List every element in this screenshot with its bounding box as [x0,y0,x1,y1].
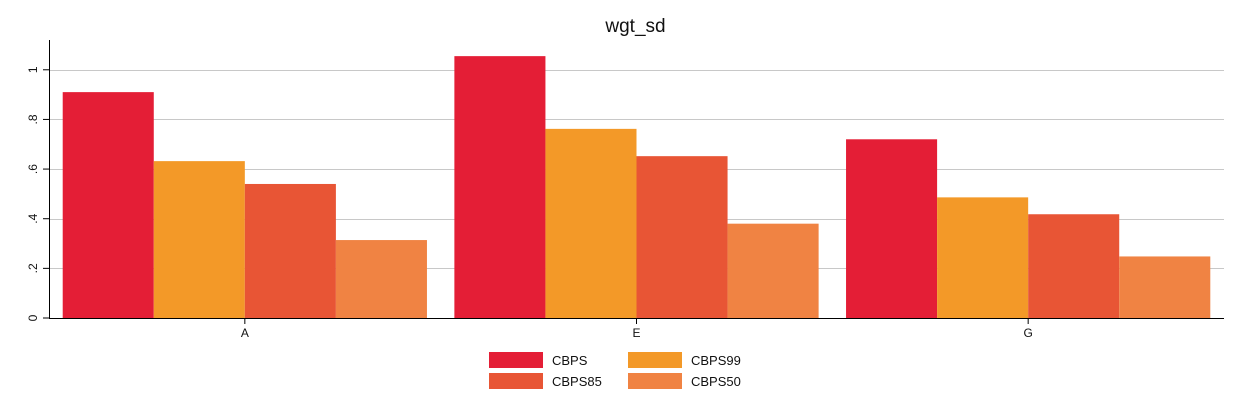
legend-swatch-cbps85 [489,373,543,389]
y-tick-label-4: .8 [26,114,40,124]
legend-label-cbps50: CBPS50 [691,373,741,389]
bar-cbps99-a [153,161,245,318]
legend: CBPS CBPS99 CBPS85 CBPS50 [489,350,809,392]
bar-cbps50-a [335,240,427,318]
bar-cbps99-e [545,128,637,318]
legend-label-cbps85: CBPS85 [552,373,602,389]
x-tick-label-e: E [632,326,640,340]
legend-item-cbps: CBPS [489,352,587,368]
legend-swatch-cbps99 [628,352,682,368]
y-tick-label-5: 1 [26,66,40,73]
legend-swatch-cbps [489,352,543,368]
bar-cbps50-g [1119,256,1211,318]
bar-cbps85-a [244,183,336,318]
legend-swatch-cbps50 [628,373,682,389]
legend-item-cbps50: CBPS50 [628,373,741,389]
legend-item-cbps85: CBPS85 [489,373,602,389]
y-tick-label-1: .2 [26,263,40,273]
bar-cbps99-g [937,197,1029,318]
legend-label-cbps99: CBPS99 [691,352,741,368]
y-tick-label-3: .6 [26,164,40,174]
bar-cbps-a [62,92,154,318]
bar-cbps50-e [727,223,819,318]
bar-cbps-g [846,139,938,318]
y-tick-label-2: .4 [26,213,40,223]
bar-cbps85-g [1028,214,1120,318]
bar-cbps85-e [636,156,728,318]
legend-item-cbps99: CBPS99 [628,352,741,368]
x-tick-label-g: G [1023,326,1032,340]
x-tick-label-a: A [241,326,249,340]
bar-cbps-e [454,56,546,318]
legend-label-cbps: CBPS [552,352,588,368]
y-tick-label-0: 0 [26,314,40,321]
chart-title: wgt_sd [605,16,666,37]
